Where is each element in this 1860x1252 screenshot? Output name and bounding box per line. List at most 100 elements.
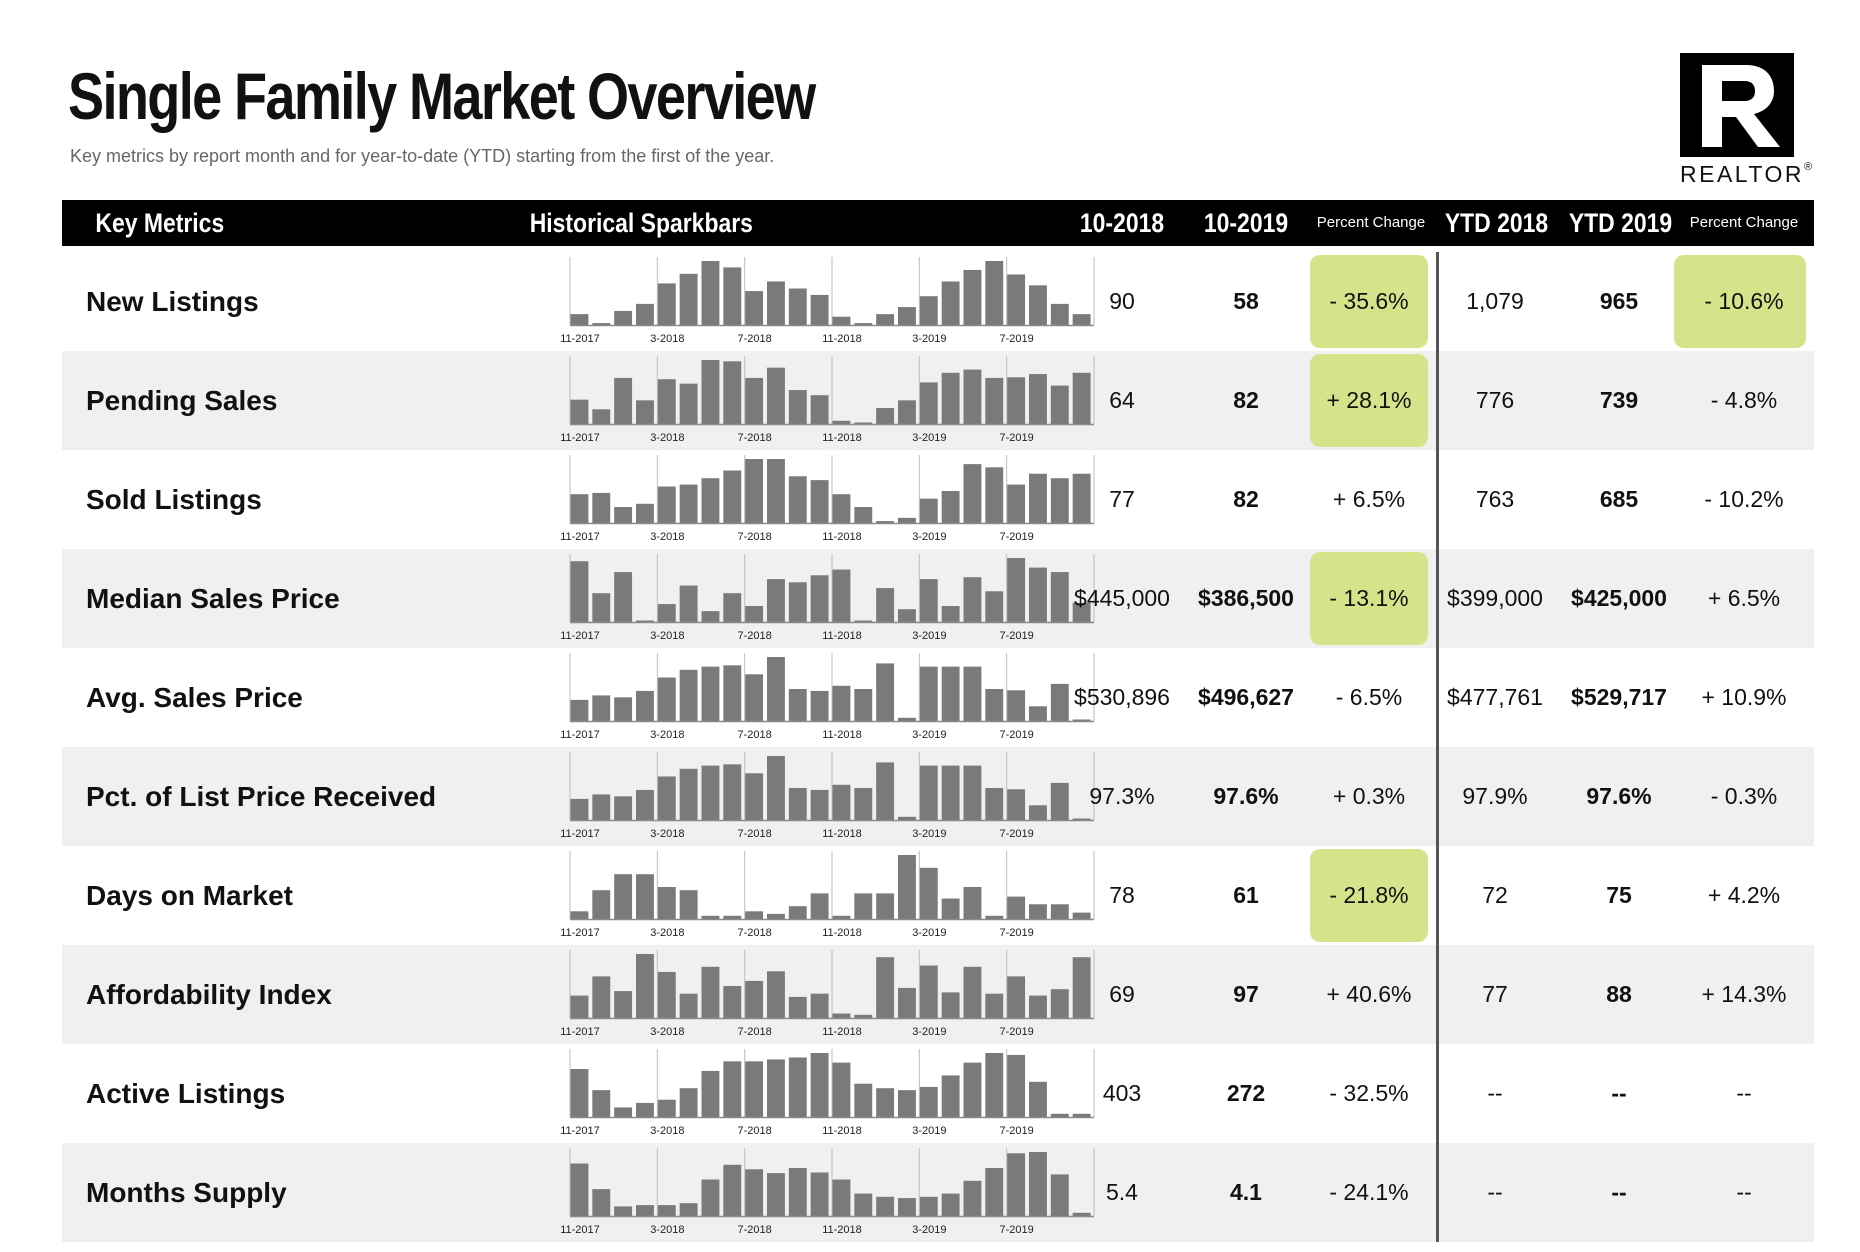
sparkbar xyxy=(570,314,589,325)
sparkbar xyxy=(679,890,698,919)
value-ytd-percent-change: -- xyxy=(1736,1080,1752,1106)
sparkbar-chart: 11-2017 3-2018 7-2018 11-2018 3-2019 7-2019 xyxy=(560,356,1095,444)
sparkbar xyxy=(941,372,960,424)
sparkbar xyxy=(1072,1113,1091,1117)
col-ytd-percent-change: Percent Change xyxy=(1689,214,1799,231)
sparkbar xyxy=(636,874,654,919)
sparkbar xyxy=(570,1069,589,1117)
sparkbar-tick-label: 11-2017 xyxy=(560,1125,600,1137)
sparkbar xyxy=(1072,314,1091,325)
sparkbar xyxy=(767,657,785,721)
percent-change-highlight xyxy=(1310,255,1428,348)
sparkbar xyxy=(898,517,916,523)
value-percent-change: + 0.3% xyxy=(1332,783,1406,809)
col-percent-change: Percent Change xyxy=(1316,214,1426,231)
sparkbar xyxy=(614,1206,633,1216)
sparkbar xyxy=(788,1168,807,1216)
sparkbar-tick-label: 11-2018 xyxy=(822,1026,862,1038)
sparkbar xyxy=(788,288,807,325)
sparkbar xyxy=(1029,706,1047,721)
sparkbar xyxy=(898,1198,916,1216)
sparkbar xyxy=(592,323,611,325)
value-10-2018: 78 xyxy=(1109,882,1135,908)
sparkbar xyxy=(614,991,633,1018)
sparkbar-tick-label: 7-2018 xyxy=(738,1026,772,1038)
sparkbar xyxy=(898,307,916,325)
value-ytd-2018: 97.9% xyxy=(1462,783,1528,809)
value-ytd-2018: 1,079 xyxy=(1466,288,1524,314)
sparkbar xyxy=(854,689,873,721)
sparkbar xyxy=(614,572,633,622)
sparkbar xyxy=(701,360,720,424)
sparkbar xyxy=(745,377,764,424)
value-ytd-2018: -- xyxy=(1487,1179,1503,1205)
sparkbar xyxy=(854,507,873,523)
metric-label: Months Supply xyxy=(86,1177,287,1208)
sparkbar xyxy=(614,377,633,424)
sparkbar xyxy=(788,788,807,820)
sparkbar-tick-label: 3-2019 xyxy=(912,828,946,840)
sparkbar xyxy=(767,971,785,1018)
sparkbar xyxy=(614,796,633,820)
sparkbar-chart: 11-2017 3-2018 7-2018 11-2018 3-2019 7-2019 xyxy=(560,1148,1095,1236)
sparkbar-tick-label: 7-2018 xyxy=(738,333,772,345)
col-key-metrics: Key Metrics xyxy=(95,208,225,238)
sparkbar-tick-label: 7-2019 xyxy=(1000,630,1034,642)
sparkbar-tick-label: 11-2017 xyxy=(560,729,600,741)
value-ytd-2019: -- xyxy=(1611,1080,1627,1106)
value-percent-change: - 6.5% xyxy=(1335,684,1403,710)
sparkbar xyxy=(788,1057,807,1117)
sparkbar-tick-label: 3-2018 xyxy=(650,1125,684,1137)
value-ytd-percent-change: -- xyxy=(1736,1179,1752,1205)
sparkbar xyxy=(767,579,785,622)
sparkbar xyxy=(723,593,742,622)
sparkbar xyxy=(876,521,895,523)
sparkbar xyxy=(963,577,982,622)
value-10-2018: 97.3% xyxy=(1089,783,1155,809)
value-10-2018: 403 xyxy=(1102,1080,1142,1106)
sparkbar xyxy=(723,764,742,820)
sparkbar xyxy=(919,498,938,523)
sparkbar-tick-label: 3-2018 xyxy=(650,1026,684,1038)
realtor-r-icon xyxy=(1680,53,1794,157)
sparkbar xyxy=(1050,683,1069,721)
sparkbar xyxy=(636,789,654,820)
value-10-2019: $496,627 xyxy=(1198,684,1294,710)
sparkbar-tick-label: 3-2018 xyxy=(650,531,684,543)
sparkbar-tick-label: 7-2018 xyxy=(738,531,772,543)
sparkbar-tick-label: 11-2017 xyxy=(560,333,600,345)
sparkbar-tick-label: 3-2019 xyxy=(912,1125,946,1137)
metric-label: Sold Listings xyxy=(86,484,262,515)
sparkbar-tick-label: 11-2017 xyxy=(560,927,600,939)
sparkbar xyxy=(1050,572,1069,622)
sparkbar xyxy=(701,611,720,622)
value-percent-change: + 40.6% xyxy=(1326,981,1412,1007)
sparkbar xyxy=(876,1088,895,1117)
sparkbar xyxy=(657,776,676,820)
sparkbar xyxy=(679,273,698,325)
sparkbar-tick-label: 7-2019 xyxy=(1000,927,1034,939)
table-row: Sold Listings 11-2017 3-2018 7-2018 11-2018 3… xyxy=(62,450,1814,549)
sparkbar xyxy=(679,1088,698,1117)
metric-label: Affordability Index xyxy=(86,979,332,1010)
sparkbar xyxy=(570,561,589,622)
value-10-2019: 97 xyxy=(1233,981,1259,1007)
sparkbar xyxy=(723,915,742,919)
sparkbar xyxy=(898,816,916,820)
sparkbar-tick-label: 3-2019 xyxy=(912,531,946,543)
sparkbar-tick-label: 3-2018 xyxy=(650,927,684,939)
sparkbar xyxy=(810,893,829,919)
page-subtitle: Key metrics by report month and for year… xyxy=(70,146,775,166)
sparkbar xyxy=(614,310,633,325)
sparkbar-tick-label: 3-2018 xyxy=(650,729,684,741)
value-ytd-2018: -- xyxy=(1487,1080,1503,1106)
sparkbar-tick-label: 3-2019 xyxy=(912,333,946,345)
metric-label: Median Sales Price xyxy=(86,583,340,614)
sparkbar xyxy=(570,911,589,919)
sparkbar xyxy=(767,756,785,820)
sparkbar xyxy=(876,893,895,919)
value-10-2019: $386,500 xyxy=(1198,585,1294,611)
sparkbar xyxy=(1029,473,1047,523)
sparkbar xyxy=(701,666,720,721)
sparkbar-tick-label: 11-2018 xyxy=(822,531,862,543)
